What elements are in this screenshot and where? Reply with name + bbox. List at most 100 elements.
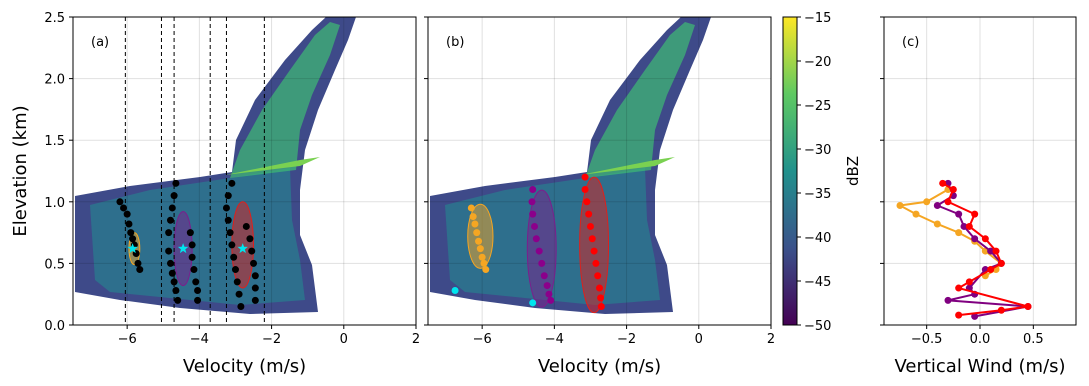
point bbox=[987, 266, 995, 274]
point bbox=[912, 210, 920, 218]
colorbar-tick-label: −25 bbox=[804, 99, 831, 114]
point bbox=[480, 259, 488, 267]
point bbox=[535, 247, 543, 255]
colorbar-tick-label: −50 bbox=[804, 319, 831, 334]
point bbox=[585, 210, 593, 218]
point bbox=[172, 287, 180, 295]
point bbox=[478, 253, 486, 261]
point bbox=[955, 229, 963, 237]
y-axis-label: Elevation (km) bbox=[10, 105, 31, 236]
point bbox=[235, 290, 243, 298]
x-tick-label: −2 bbox=[617, 332, 636, 347]
point bbox=[597, 303, 605, 311]
x-tick-label: 2 bbox=[767, 332, 775, 347]
point bbox=[192, 278, 200, 286]
point bbox=[165, 247, 173, 255]
point bbox=[170, 278, 178, 286]
y-tick-label: 1.0 bbox=[44, 196, 65, 211]
colorbar-tick-label: −30 bbox=[804, 143, 831, 158]
point bbox=[166, 259, 174, 267]
point bbox=[992, 247, 1000, 255]
point bbox=[583, 198, 591, 206]
point bbox=[971, 235, 979, 243]
point bbox=[971, 312, 979, 320]
point bbox=[545, 290, 553, 298]
point bbox=[120, 204, 128, 212]
x-tick-label: 0.5 bbox=[1023, 332, 1044, 347]
x-tick-label: 0 bbox=[340, 332, 348, 347]
star bbox=[237, 243, 248, 254]
point bbox=[170, 192, 178, 200]
point bbox=[965, 222, 973, 230]
x-tick-label: 2 bbox=[412, 332, 420, 347]
series-line bbox=[935, 182, 1029, 318]
point bbox=[190, 266, 198, 274]
point bbox=[188, 253, 196, 261]
x-tick-label: −6 bbox=[473, 332, 492, 347]
point bbox=[955, 210, 963, 218]
star bbox=[127, 243, 138, 254]
point bbox=[251, 272, 259, 280]
point bbox=[228, 241, 236, 249]
point bbox=[172, 179, 180, 187]
point bbox=[944, 198, 952, 206]
point bbox=[222, 204, 230, 212]
point bbox=[529, 210, 537, 218]
x-tick-label: 0 bbox=[695, 332, 703, 347]
point bbox=[531, 222, 539, 230]
point bbox=[581, 173, 589, 181]
panel-label: (a) bbox=[91, 35, 109, 50]
point bbox=[923, 198, 931, 206]
point bbox=[581, 185, 589, 193]
axes-frame bbox=[883, 16, 1077, 326]
point bbox=[469, 213, 477, 221]
point bbox=[981, 235, 989, 243]
point bbox=[960, 222, 968, 230]
point bbox=[242, 222, 250, 230]
point bbox=[473, 229, 481, 237]
point bbox=[896, 201, 904, 209]
point bbox=[224, 216, 232, 224]
x-tick-label: −4 bbox=[545, 332, 564, 347]
point bbox=[529, 185, 537, 193]
fit-ellipse bbox=[579, 176, 610, 314]
point bbox=[467, 204, 475, 212]
point bbox=[971, 210, 979, 218]
fit-ellipse bbox=[526, 189, 557, 308]
point bbox=[596, 284, 603, 292]
point bbox=[482, 266, 490, 274]
point bbox=[125, 220, 133, 228]
colorbar-tick-label: −15 bbox=[804, 11, 831, 26]
point bbox=[592, 259, 600, 267]
point bbox=[186, 229, 194, 237]
point bbox=[586, 222, 594, 230]
x-tick-label: −0.5 bbox=[911, 332, 943, 347]
point bbox=[165, 229, 173, 237]
point bbox=[471, 220, 479, 228]
point bbox=[538, 259, 546, 267]
point bbox=[168, 269, 176, 277]
point bbox=[475, 237, 483, 245]
point bbox=[174, 296, 182, 304]
axes-frame bbox=[72, 16, 417, 326]
point bbox=[129, 235, 137, 243]
point bbox=[939, 179, 947, 187]
point bbox=[166, 216, 174, 224]
point bbox=[997, 306, 1005, 314]
panel-label: (b) bbox=[446, 35, 464, 50]
point bbox=[1024, 303, 1032, 311]
x-axis-label: Vertical Wind (m/s) bbox=[894, 356, 1065, 377]
y-tick-label: 2.0 bbox=[44, 73, 65, 88]
point bbox=[955, 311, 963, 319]
point bbox=[246, 235, 254, 243]
point bbox=[224, 192, 232, 200]
fit-ellipse bbox=[467, 203, 494, 269]
colorbar-tick-label: −20 bbox=[804, 55, 831, 70]
point bbox=[944, 296, 952, 304]
star bbox=[177, 243, 189, 254]
point bbox=[251, 296, 259, 304]
point bbox=[933, 220, 941, 228]
axes-frame bbox=[427, 16, 772, 326]
point bbox=[594, 272, 602, 280]
